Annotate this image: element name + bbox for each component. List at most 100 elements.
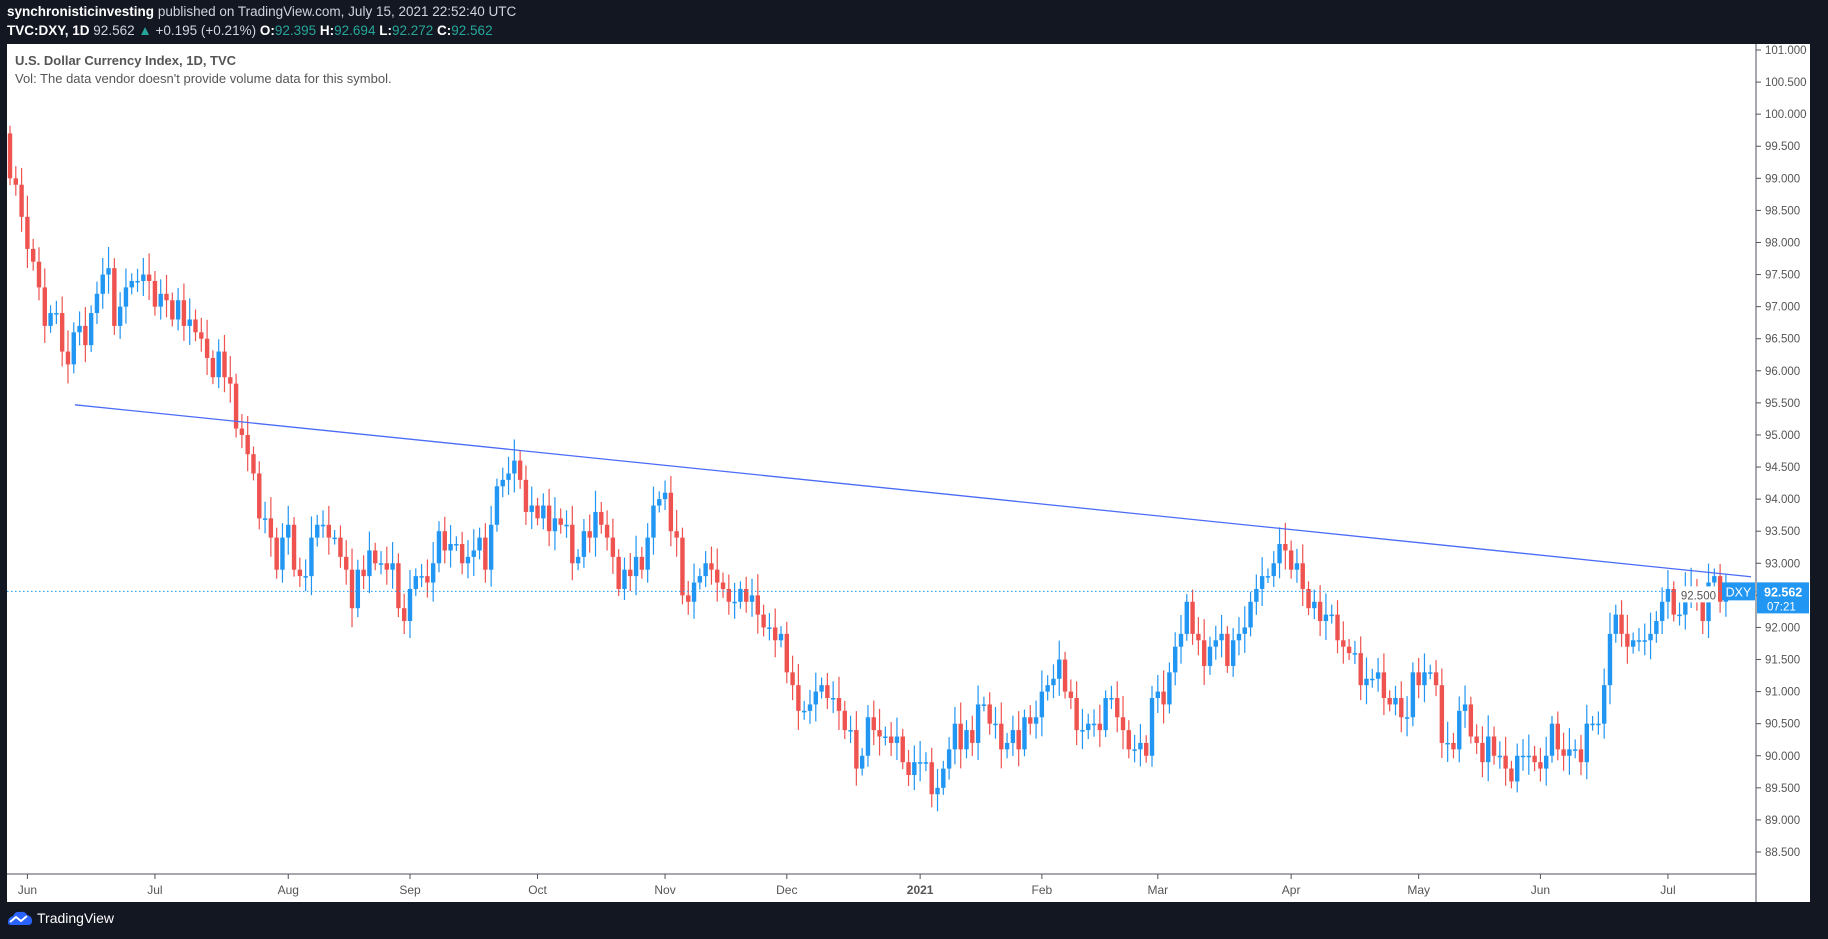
candle-up (1080, 730, 1085, 732)
author-name[interactable]: synchronisticinvesting (7, 4, 155, 19)
candle-down (245, 434, 250, 455)
time-tick-label: Jun (1531, 883, 1550, 897)
candle-up (819, 685, 824, 692)
candle-up (1590, 723, 1595, 726)
candle-up (367, 550, 372, 577)
candle-up (552, 518, 558, 532)
candle-down (384, 563, 390, 570)
candle-up (1149, 698, 1155, 756)
candle-up (541, 505, 546, 519)
candle-down (604, 524, 610, 538)
candle-up (309, 537, 314, 577)
candle-up (488, 524, 494, 570)
candle-up (332, 537, 337, 540)
candle-down (1381, 672, 1387, 699)
candle-down (274, 537, 279, 570)
candle-up (216, 351, 221, 378)
candle-down (1016, 730, 1021, 750)
candle-up (129, 280, 134, 288)
price-tick-label: 97.500 (1765, 270, 1800, 282)
candle-up (407, 588, 413, 622)
candle-down (199, 332, 204, 339)
candle-up (778, 633, 784, 641)
candle-up (1213, 640, 1218, 647)
candle-up (135, 280, 140, 283)
candle-up (1352, 653, 1358, 655)
candle-down (181, 300, 187, 326)
candle-up (1323, 614, 1329, 622)
candle-down (251, 454, 256, 474)
candle-up (512, 460, 517, 474)
candle-down (1062, 659, 1068, 692)
chart-pane[interactable]: 101.000 100.500 100.000 99.500 99.000 98.500 9… (7, 44, 1810, 902)
candle-up (1642, 640, 1647, 642)
candle-up (454, 544, 459, 546)
candle-down (1480, 742, 1485, 763)
bar-countdown: 07:21 (1767, 601, 1796, 613)
brand-name[interactable]: TradingView (37, 910, 115, 926)
candle-up (1410, 672, 1416, 718)
candle-up (1109, 698, 1114, 700)
candle-up (1486, 736, 1491, 763)
candle-up (88, 313, 94, 346)
publish-info: synchronisticinvesting published on Trad… (7, 4, 516, 19)
candle-up (1242, 627, 1247, 634)
candle-down (1503, 755, 1508, 769)
candle-up (1265, 576, 1271, 578)
candle-down (1416, 672, 1421, 686)
volume-note: Vol: The data vendor doesn't provide vol… (15, 71, 392, 86)
chart-legend: U.S. Dollar Currency Index, 1D, TVC Vol:… (15, 52, 392, 88)
candle-up (1462, 704, 1468, 711)
candlestick-chart[interactable]: 101.000 100.500 100.000 99.500 99.000 98.500 9… (7, 44, 1810, 902)
candle-up (1039, 691, 1045, 718)
candle-down (396, 563, 401, 609)
price-tick-label: 98.500 (1765, 205, 1800, 217)
candle-up (697, 576, 703, 583)
price-tick-label: 96.000 (1765, 366, 1800, 378)
candle-up (883, 736, 888, 739)
candle-up (941, 768, 946, 788)
tradingview-logo-icon (8, 911, 32, 925)
candle-down (1346, 646, 1352, 654)
price-tick-label: 94.000 (1765, 494, 1800, 506)
candle-down (1288, 550, 1294, 570)
candle-up (703, 563, 708, 577)
candle-up (1659, 601, 1665, 622)
candle-up (1677, 614, 1682, 617)
candle-up (645, 537, 650, 570)
candle-down (1700, 601, 1705, 622)
candle-down (628, 569, 633, 577)
candle-up (1259, 576, 1265, 589)
candle-up (1329, 614, 1334, 617)
time-tick-label: Aug (278, 883, 299, 897)
candle-down (709, 563, 714, 570)
candle-up (1567, 749, 1572, 756)
price-tick-label: 90.500 (1765, 719, 1800, 731)
price-tick-label-bg (1676, 586, 1718, 603)
candle-up (500, 479, 505, 487)
candle-down (1225, 633, 1230, 666)
candle-up (71, 332, 76, 365)
candle-down (871, 717, 876, 731)
candle-up (1601, 685, 1607, 724)
candle-down (958, 723, 963, 750)
time-tick-label: Jul (147, 883, 162, 897)
candle-up (1004, 742, 1010, 750)
candle-up (315, 524, 320, 538)
candle-up (1630, 640, 1636, 647)
symbol-tag: DXY (1726, 585, 1752, 599)
candle-down (483, 537, 488, 570)
candle-down (610, 537, 616, 557)
price-tick-label: 93.500 (1765, 526, 1800, 538)
price-tick-label: 98.000 (1765, 237, 1800, 249)
price-tick-label: 89.000 (1765, 815, 1800, 827)
candle-up (390, 563, 395, 570)
price-tick-label: 100.500 (1765, 77, 1807, 89)
candle-up (1497, 755, 1503, 758)
candle-up (465, 556, 471, 564)
candle-down (30, 248, 36, 262)
candle-down (570, 524, 575, 564)
candle-down (1317, 601, 1323, 622)
low-value: 92.272 (391, 23, 434, 38)
candle-up (732, 601, 737, 604)
